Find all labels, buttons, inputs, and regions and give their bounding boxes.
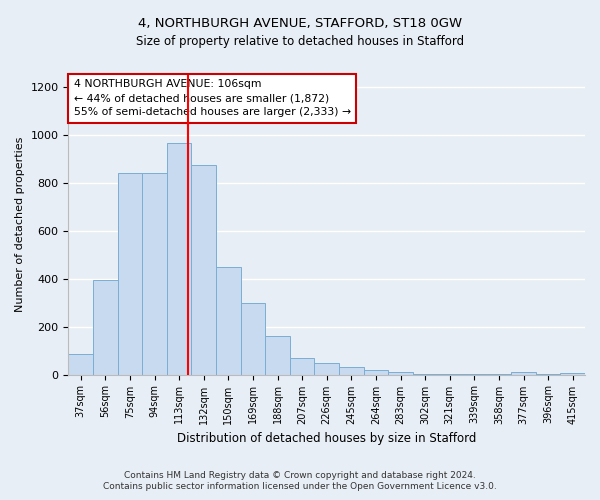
Bar bbox=[93, 280, 118, 374]
Bar bbox=[191, 165, 216, 374]
Text: Contains HM Land Registry data © Crown copyright and database right 2024.: Contains HM Land Registry data © Crown c… bbox=[124, 471, 476, 480]
Bar bbox=[167, 144, 191, 374]
X-axis label: Distribution of detached houses by size in Stafford: Distribution of detached houses by size … bbox=[177, 432, 476, 445]
Bar bbox=[216, 266, 241, 374]
Bar bbox=[388, 372, 413, 374]
Bar bbox=[364, 370, 388, 374]
Text: Size of property relative to detached houses in Stafford: Size of property relative to detached ho… bbox=[136, 35, 464, 48]
Text: Contains public sector information licensed under the Open Government Licence v3: Contains public sector information licen… bbox=[103, 482, 497, 491]
Y-axis label: Number of detached properties: Number of detached properties bbox=[15, 137, 25, 312]
Bar bbox=[511, 372, 536, 374]
Bar bbox=[265, 336, 290, 374]
Bar bbox=[118, 174, 142, 374]
Bar bbox=[241, 303, 265, 374]
Bar bbox=[314, 362, 339, 374]
Bar bbox=[68, 354, 93, 374]
Bar bbox=[142, 174, 167, 374]
Text: 4, NORTHBURGH AVENUE, STAFFORD, ST18 0GW: 4, NORTHBURGH AVENUE, STAFFORD, ST18 0GW bbox=[138, 18, 462, 30]
Bar bbox=[560, 372, 585, 374]
Text: 4 NORTHBURGH AVENUE: 106sqm
← 44% of detached houses are smaller (1,872)
55% of : 4 NORTHBURGH AVENUE: 106sqm ← 44% of det… bbox=[74, 80, 350, 118]
Bar bbox=[290, 358, 314, 374]
Bar bbox=[339, 368, 364, 374]
